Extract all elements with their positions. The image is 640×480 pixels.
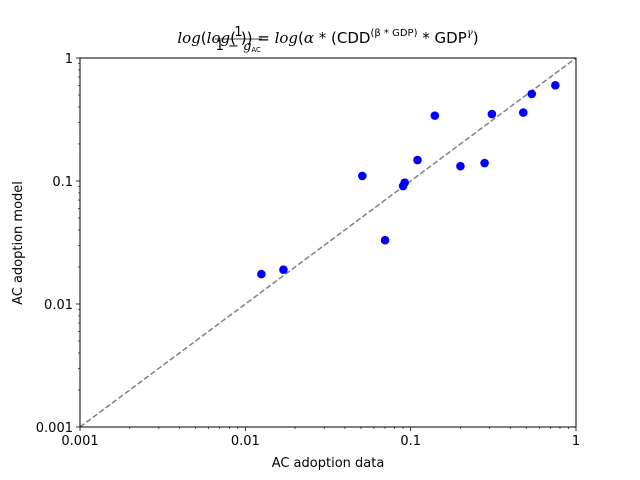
y-tick-label: 0.001 — [36, 421, 73, 436]
data-point — [527, 89, 537, 99]
data-point — [413, 155, 422, 165]
data-point — [257, 269, 266, 279]
title-fraction: 1 1 − gAC — [214, 25, 263, 54]
x-tick-label: 1 — [572, 434, 580, 449]
data-point — [358, 171, 367, 181]
y-axis-label: AC adoption model — [11, 181, 26, 305]
chart-title: log(log( )) = log(α * (CDD(β * GDP) * GD… — [177, 28, 478, 47]
data-point — [518, 108, 528, 117]
data-point — [430, 111, 440, 120]
data-point — [551, 80, 560, 90]
plot-frame — [79, 57, 577, 428]
y-tick-label: 0.1 — [52, 175, 73, 190]
x-tick-label: 0.001 — [61, 434, 98, 449]
plot-area: 0.001 0.01 0.1 1 0.001 0.01 0.1 1 — [36, 52, 580, 449]
reference-line — [79, 57, 577, 428]
data-point — [279, 265, 288, 275]
data-point — [400, 178, 409, 187]
y-tick-label: 1 — [65, 52, 73, 67]
data-point — [456, 161, 465, 171]
data-point — [480, 158, 489, 168]
title-fraction-numerator: 1 — [234, 25, 242, 40]
x-tick-label: 0.1 — [400, 434, 421, 449]
x-axis-label: AC adoption data — [272, 456, 385, 471]
data-point — [487, 109, 497, 119]
x-tick-label: 0.01 — [231, 434, 260, 449]
y-tick-label: 0.01 — [44, 298, 73, 313]
data-point — [380, 235, 390, 245]
title-fraction-denominator: 1 − gAC — [216, 39, 261, 54]
